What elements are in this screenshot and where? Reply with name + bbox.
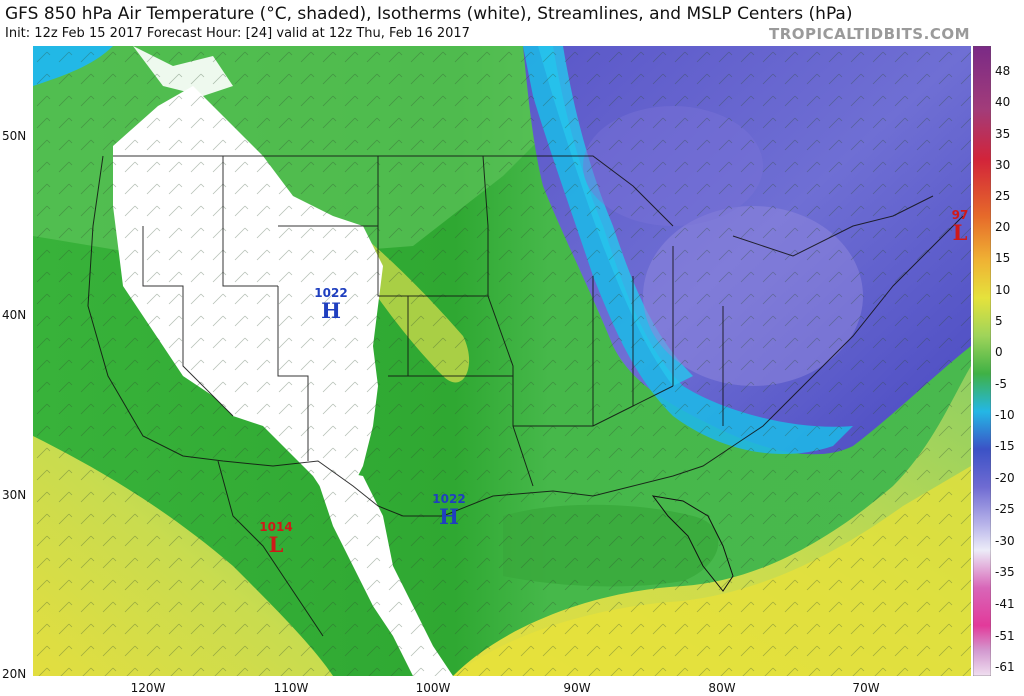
longitude-label: 100W xyxy=(415,681,451,695)
colorbar-label: -51 xyxy=(995,629,1015,643)
high-symbol: H xyxy=(439,504,459,529)
colorbar-label: -25 xyxy=(995,502,1015,516)
low-pressure-center: 1014 L xyxy=(259,520,292,556)
colorbar-label: -10 xyxy=(995,408,1015,422)
latitude-label: 40N xyxy=(2,308,27,322)
latitude-label: 30N xyxy=(2,488,27,502)
colorbar-label: 20 xyxy=(995,220,1011,234)
colorbar-label: 10 xyxy=(995,283,1011,297)
high-pressure-center: 1022 H xyxy=(314,286,347,322)
colorbar-label: 5 xyxy=(995,314,1003,328)
longitude-label: 70W xyxy=(852,681,880,695)
colorbar-label: -35 xyxy=(995,565,1015,579)
map-title: GFS 850 hPa Air Temperature (°C, shaded)… xyxy=(5,4,853,24)
high-pressure-center: 1022 H xyxy=(432,492,465,528)
colorbar-label: -5 xyxy=(995,377,1007,391)
map-subtitle: Init: 12z Feb 15 2017 Forecast Hour: [24… xyxy=(5,26,470,41)
colorbar-label: 25 xyxy=(995,189,1011,203)
colorbar-label: 40 xyxy=(995,95,1011,109)
colorbar-label: -41 xyxy=(995,597,1015,611)
pressure-value: 97 xyxy=(951,208,969,222)
colorbar-label: 15 xyxy=(995,251,1011,265)
brand-watermark: TROPICALTIDBITS.COM xyxy=(769,25,970,43)
header: GFS 850 hPa Air Temperature (°C, shaded)… xyxy=(0,0,1024,46)
colorbar-label: -30 xyxy=(995,534,1015,548)
high-symbol: H xyxy=(321,298,341,323)
pressure-value: 1022 xyxy=(314,286,348,300)
colorbar-label: 30 xyxy=(995,158,1011,172)
temperature-colorbar xyxy=(973,46,991,676)
colorbar-label: -20 xyxy=(995,471,1015,485)
colorbar-label: 35 xyxy=(995,127,1011,141)
latitude-label: 20N xyxy=(2,667,27,681)
longitude-label: 90W xyxy=(563,681,591,695)
longitude-label: 110W xyxy=(273,681,309,695)
longitude-label: 120W xyxy=(130,681,166,695)
latitude-label: 50N xyxy=(2,129,27,143)
colorbar-label: -61 xyxy=(995,660,1015,674)
colorbar-label: 48 xyxy=(995,64,1011,78)
temperature-field xyxy=(33,46,971,676)
colorbar-label: -15 xyxy=(995,439,1015,453)
colorbar-label: 0 xyxy=(995,345,1003,359)
weather-map xyxy=(33,46,971,676)
pressure-value: 1014 xyxy=(259,520,293,534)
longitude-label: 80W xyxy=(708,681,736,695)
low-symbol: L xyxy=(952,220,968,245)
low-pressure-center: 97 L xyxy=(952,208,969,244)
pressure-value: 1022 xyxy=(432,492,466,506)
low-symbol: L xyxy=(268,532,284,557)
